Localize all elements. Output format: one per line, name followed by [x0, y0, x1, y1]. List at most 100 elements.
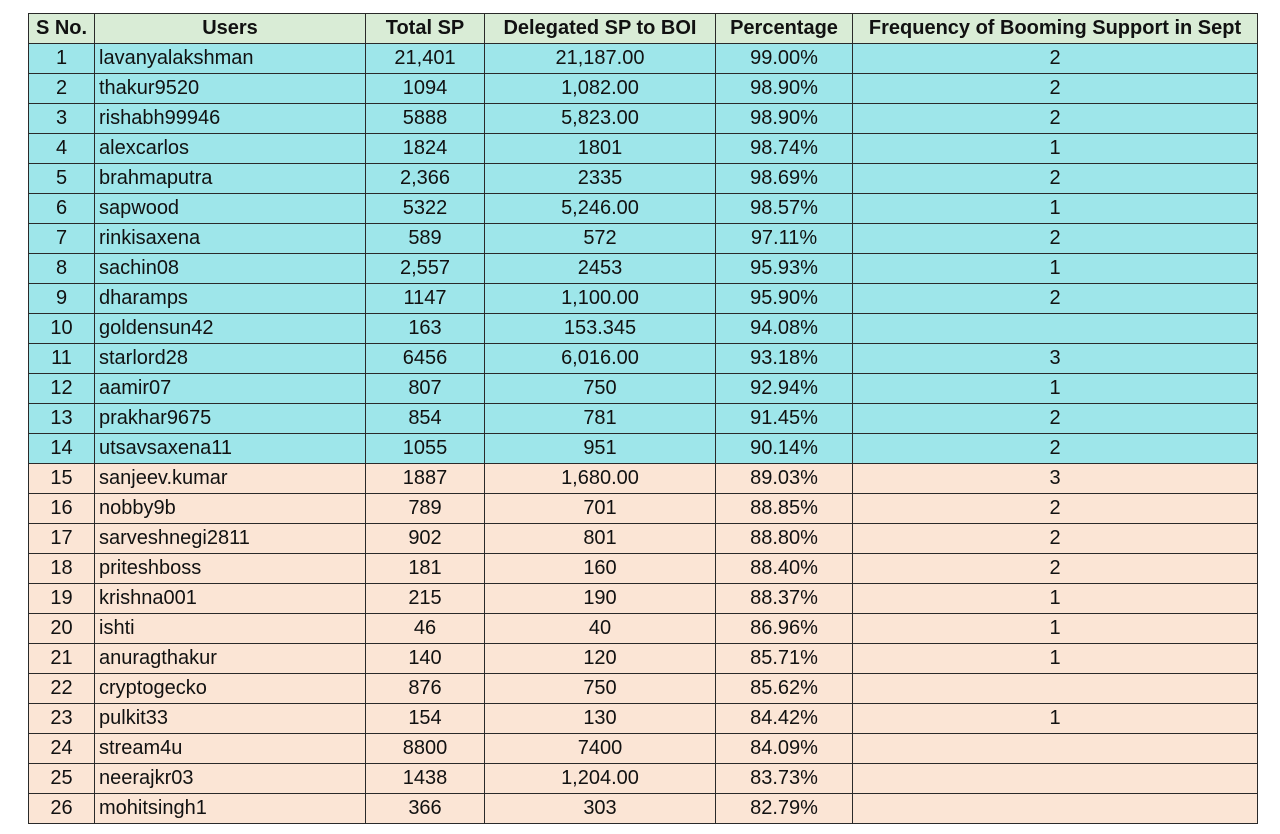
cell-frequency — [852, 793, 1258, 824]
cell-frequency: 2 — [852, 553, 1258, 584]
cell-delegated-sp: 5,246.00 — [484, 193, 716, 224]
cell-sno: 11 — [28, 343, 95, 374]
cell-sno: 24 — [28, 733, 95, 764]
cell-user: pulkit33 — [94, 703, 366, 734]
cell-delegated-sp: 1801 — [484, 133, 716, 164]
cell-frequency: 2 — [852, 163, 1258, 194]
cell-sno: 12 — [28, 373, 95, 404]
table-row: 17 sarveshnegi2811 902 801 88.80% 2 — [28, 523, 1258, 554]
cell-delegated-sp: 2335 — [484, 163, 716, 194]
cell-user: prakhar9675 — [94, 403, 366, 434]
cell-frequency: 2 — [852, 73, 1258, 104]
cell-percentage: 91.45% — [715, 403, 853, 434]
cell-total-sp: 1147 — [365, 283, 485, 314]
table-row: 26 mohitsingh1 366 303 82.79% — [28, 793, 1258, 824]
header-percentage: Percentage — [715, 13, 853, 44]
cell-delegated-sp: 303 — [484, 793, 716, 824]
cell-delegated-sp: 6,016.00 — [484, 343, 716, 374]
table-row: 13 prakhar9675 854 781 91.45% 2 — [28, 403, 1258, 434]
cell-total-sp: 807 — [365, 373, 485, 404]
table-row: 22 cryptogecko 876 750 85.62% — [28, 673, 1258, 704]
cell-delegated-sp: 1,680.00 — [484, 463, 716, 494]
cell-percentage: 98.74% — [715, 133, 853, 164]
cell-percentage: 90.14% — [715, 433, 853, 464]
table-row: 25 neerajkr03 1438 1,204.00 83.73% — [28, 763, 1258, 794]
cell-frequency: 3 — [852, 343, 1258, 374]
cell-percentage: 85.71% — [715, 643, 853, 674]
cell-percentage: 88.37% — [715, 583, 853, 614]
cell-sno: 18 — [28, 553, 95, 584]
header-delegated-sp: Delegated SP to BOI — [484, 13, 716, 44]
cell-user: sapwood — [94, 193, 366, 224]
cell-sno: 20 — [28, 613, 95, 644]
table-row: 2 thakur9520 1094 1,082.00 98.90% 2 — [28, 73, 1258, 104]
cell-total-sp: 46 — [365, 613, 485, 644]
cell-percentage: 95.90% — [715, 283, 853, 314]
cell-total-sp: 8800 — [365, 733, 485, 764]
cell-sno: 8 — [28, 253, 95, 284]
cell-sno: 5 — [28, 163, 95, 194]
cell-total-sp: 854 — [365, 403, 485, 434]
table-row: 23 pulkit33 154 130 84.42% 1 — [28, 703, 1258, 734]
cell-delegated-sp: 572 — [484, 223, 716, 254]
table-header: S No. Users Total SP Delegated SP to BOI… — [28, 13, 1258, 44]
cell-sno: 6 — [28, 193, 95, 224]
cell-user: cryptogecko — [94, 673, 366, 704]
header-users: Users — [94, 13, 366, 44]
table-row: 24 stream4u 8800 7400 84.09% — [28, 733, 1258, 764]
header-total-sp: Total SP — [365, 13, 485, 44]
cell-sno: 4 — [28, 133, 95, 164]
cell-frequency: 1 — [852, 193, 1258, 224]
cell-user: sanjeev.kumar — [94, 463, 366, 494]
cell-frequency: 1 — [852, 253, 1258, 284]
cell-sno: 15 — [28, 463, 95, 494]
cell-frequency: 1 — [852, 373, 1258, 404]
cell-sno: 3 — [28, 103, 95, 134]
cell-user: alexcarlos — [94, 133, 366, 164]
cell-percentage: 94.08% — [715, 313, 853, 344]
cell-sno: 25 — [28, 763, 95, 794]
header-frequency: Frequency of Booming Support in Sept — [852, 13, 1258, 44]
cell-percentage: 93.18% — [715, 343, 853, 374]
table-row: 20 ishti 46 40 86.96% 1 — [28, 613, 1258, 644]
cell-delegated-sp: 5,823.00 — [484, 103, 716, 134]
cell-user: thakur9520 — [94, 73, 366, 104]
cell-user: brahmaputra — [94, 163, 366, 194]
cell-user: utsavsaxena11 — [94, 433, 366, 464]
cell-frequency: 2 — [852, 223, 1258, 254]
cell-frequency: 2 — [852, 43, 1258, 74]
cell-sno: 26 — [28, 793, 95, 824]
cell-user: anuragthakur — [94, 643, 366, 674]
cell-percentage: 98.90% — [715, 73, 853, 104]
cell-delegated-sp: 160 — [484, 553, 716, 584]
table-row: 18 priteshboss 181 160 88.40% 2 — [28, 553, 1258, 584]
table-row: 11 starlord28 6456 6,016.00 93.18% 3 — [28, 343, 1258, 374]
cell-total-sp: 1438 — [365, 763, 485, 794]
table-row: 3 rishabh99946 5888 5,823.00 98.90% 2 — [28, 103, 1258, 134]
cell-frequency: 1 — [852, 133, 1258, 164]
cell-percentage: 83.73% — [715, 763, 853, 794]
cell-total-sp: 5888 — [365, 103, 485, 134]
cell-user: goldensun42 — [94, 313, 366, 344]
cell-percentage: 89.03% — [715, 463, 853, 494]
cell-delegated-sp: 1,204.00 — [484, 763, 716, 794]
table-row: 12 aamir07 807 750 92.94% 1 — [28, 373, 1258, 404]
cell-user: starlord28 — [94, 343, 366, 374]
cell-frequency: 1 — [852, 613, 1258, 644]
cell-percentage: 98.69% — [715, 163, 853, 194]
table-row: 21 anuragthakur 140 120 85.71% 1 — [28, 643, 1258, 674]
cell-total-sp: 589 — [365, 223, 485, 254]
cell-frequency: 2 — [852, 283, 1258, 314]
cell-user: priteshboss — [94, 553, 366, 584]
cell-sno: 2 — [28, 73, 95, 104]
cell-frequency: 2 — [852, 433, 1258, 464]
cell-sno: 14 — [28, 433, 95, 464]
cell-delegated-sp: 21,187.00 — [484, 43, 716, 74]
cell-sno: 22 — [28, 673, 95, 704]
cell-sno: 9 — [28, 283, 95, 314]
cell-frequency: 2 — [852, 523, 1258, 554]
cell-user: rishabh99946 — [94, 103, 366, 134]
cell-sno: 1 — [28, 43, 95, 74]
cell-delegated-sp: 153.345 — [484, 313, 716, 344]
cell-sno: 7 — [28, 223, 95, 254]
